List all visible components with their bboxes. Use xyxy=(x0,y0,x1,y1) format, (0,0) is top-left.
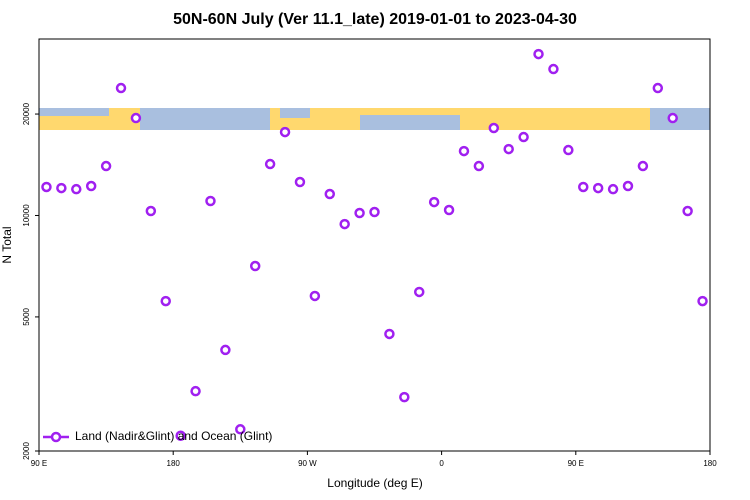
legend-label: Land (Nadir&Glint) and Ocean (Glint) xyxy=(75,429,272,443)
point xyxy=(622,180,634,192)
point xyxy=(473,160,485,172)
x-tick-label: 90 W xyxy=(298,459,317,468)
point xyxy=(205,195,216,207)
point xyxy=(56,182,67,194)
point xyxy=(637,160,649,172)
point xyxy=(294,176,306,188)
point xyxy=(354,207,365,219)
point xyxy=(533,48,544,60)
point xyxy=(443,204,455,216)
map-band xyxy=(39,108,710,130)
x-tick-label: 180 xyxy=(703,459,717,468)
point xyxy=(697,295,708,307)
point xyxy=(71,183,82,195)
legend-marker xyxy=(50,431,62,443)
point xyxy=(115,82,127,94)
point xyxy=(563,144,574,156)
x-axis-label: Longitude (deg E) xyxy=(327,476,422,490)
point xyxy=(667,112,678,124)
point xyxy=(220,344,231,356)
y-tick-label: 10000 xyxy=(22,204,31,227)
point xyxy=(652,82,664,94)
point xyxy=(458,145,470,157)
point xyxy=(235,424,246,435)
point xyxy=(175,430,186,441)
point xyxy=(145,205,157,217)
point xyxy=(413,286,425,298)
y-tick-label: 2000 xyxy=(22,442,31,460)
y-axis-label: N Total xyxy=(0,226,14,263)
plot-frame xyxy=(38,38,711,452)
point xyxy=(682,205,693,217)
point xyxy=(264,158,276,170)
point xyxy=(399,391,410,403)
point xyxy=(578,181,589,193)
y-tick-label: 5000 xyxy=(22,307,31,325)
point xyxy=(488,122,500,134)
point xyxy=(384,328,395,340)
x-tick-label: 0 xyxy=(439,459,444,468)
point xyxy=(41,181,52,193)
point xyxy=(324,188,336,200)
point xyxy=(428,196,440,208)
point xyxy=(339,218,350,230)
point xyxy=(85,180,97,192)
point xyxy=(309,290,321,302)
point xyxy=(518,131,529,143)
point xyxy=(279,126,291,138)
chart-title: 50N-60N July (Ver 11.1_late) 2019-01-01 … xyxy=(173,11,577,28)
point xyxy=(369,206,380,218)
point xyxy=(160,295,171,307)
point xyxy=(130,112,142,124)
point xyxy=(249,260,261,272)
x-tick-label: 180 xyxy=(167,459,181,468)
point xyxy=(100,160,112,172)
x-tick-label: 90 E xyxy=(31,459,47,468)
point xyxy=(190,385,201,397)
x-tick-label: 90 E xyxy=(568,459,584,468)
y-tick-label: 20000 xyxy=(22,102,31,125)
point xyxy=(607,183,619,195)
point xyxy=(503,143,514,155)
point xyxy=(592,182,604,194)
point xyxy=(548,63,559,75)
